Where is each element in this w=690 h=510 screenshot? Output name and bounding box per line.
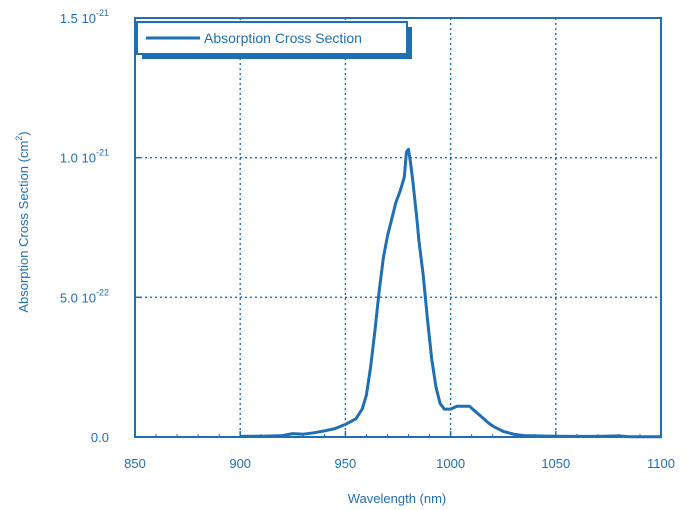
x-tick-label: 900	[229, 456, 251, 471]
y-axis-title: Absorption Cross Section (cm2)	[14, 131, 31, 312]
x-axis-title: Wavelength (nm)	[348, 491, 447, 506]
x-tick-label: 1000	[436, 456, 465, 471]
y-tick-label: 0.0	[91, 430, 109, 445]
grid-layer	[135, 18, 661, 437]
y-tick-label: 1.5 10-21	[60, 8, 109, 26]
legend-label: Absorption Cross Section	[204, 30, 362, 46]
x-tick-labels: 850 900 950 1000 1050 1100	[124, 456, 675, 471]
y-axis-title-main: Absorption Cross Section (cm	[16, 141, 31, 313]
x-tick-label: 950	[335, 456, 357, 471]
y-tick-label: 1.0 10-21	[60, 148, 109, 166]
plot-frame	[135, 18, 661, 437]
y-tick-labels: 0.0 5.0 10-22 1.0 10-21 1.5 10-21	[60, 8, 109, 445]
y-tick-label: 5.0 10-22	[60, 287, 109, 305]
y-axis-title-end: )	[16, 131, 31, 135]
x-tick-label: 850	[124, 456, 146, 471]
x-tick-label: 1100	[647, 456, 675, 471]
legend: Absorption Cross Section	[137, 22, 412, 59]
x-tick-label: 1050	[541, 456, 570, 471]
